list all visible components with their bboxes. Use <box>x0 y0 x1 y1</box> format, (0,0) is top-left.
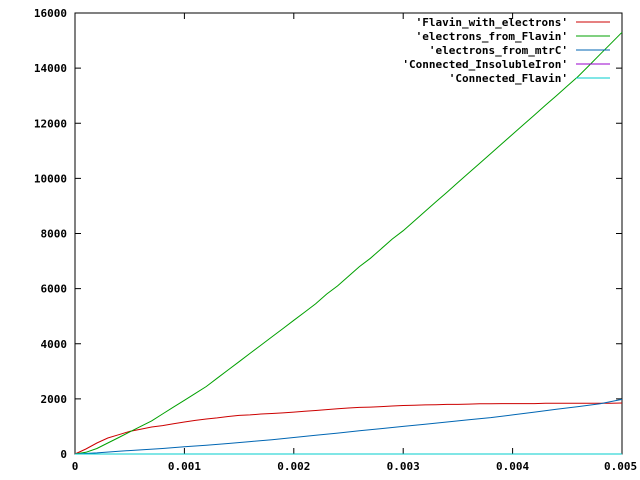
series-line-0 <box>74 402 623 455</box>
series-line-1 <box>74 31 623 455</box>
y-tick-label: 0 <box>60 448 67 461</box>
legend-label: 'Connected_InsolubleIron' <box>402 58 568 71</box>
x-tick-label: 0.003 <box>387 460 420 473</box>
series-lines <box>74 31 623 455</box>
legend-label: 'electrons_from_mtrC' <box>429 44 568 57</box>
x-tick-label: 0.002 <box>277 460 310 473</box>
y-tick-label: 4000 <box>41 338 68 351</box>
legend-label: 'Connected_Flavin' <box>449 72 568 85</box>
y-tick-label: 8000 <box>41 228 68 241</box>
y-tick-label: 14000 <box>34 62 67 75</box>
y-tick-label: 10000 <box>34 172 67 185</box>
legend-label: 'Flavin_with_electrons' <box>416 16 568 29</box>
axis-ticks: 0 2000 4000 6000 8000 10000 12000 14000 16000 0 0.… <box>34 7 637 473</box>
x-tick-label: 0.001 <box>168 460 201 473</box>
legend-label: 'electrons_from_Flavin' <box>416 30 568 43</box>
legend: 'Flavin_with_electrons''electrons_from_F… <box>402 16 610 85</box>
y-tick-label: 16000 <box>34 7 67 20</box>
y-tick-label: 2000 <box>41 393 68 406</box>
x-tick-label: 0.004 <box>496 460 529 473</box>
x-tick-label: 0.005 <box>604 460 637 473</box>
y-tick-label: 12000 <box>34 117 67 130</box>
y-tick-label: 6000 <box>41 283 68 296</box>
x-tick-label: 0 <box>72 460 79 473</box>
series-line-2 <box>74 398 623 455</box>
